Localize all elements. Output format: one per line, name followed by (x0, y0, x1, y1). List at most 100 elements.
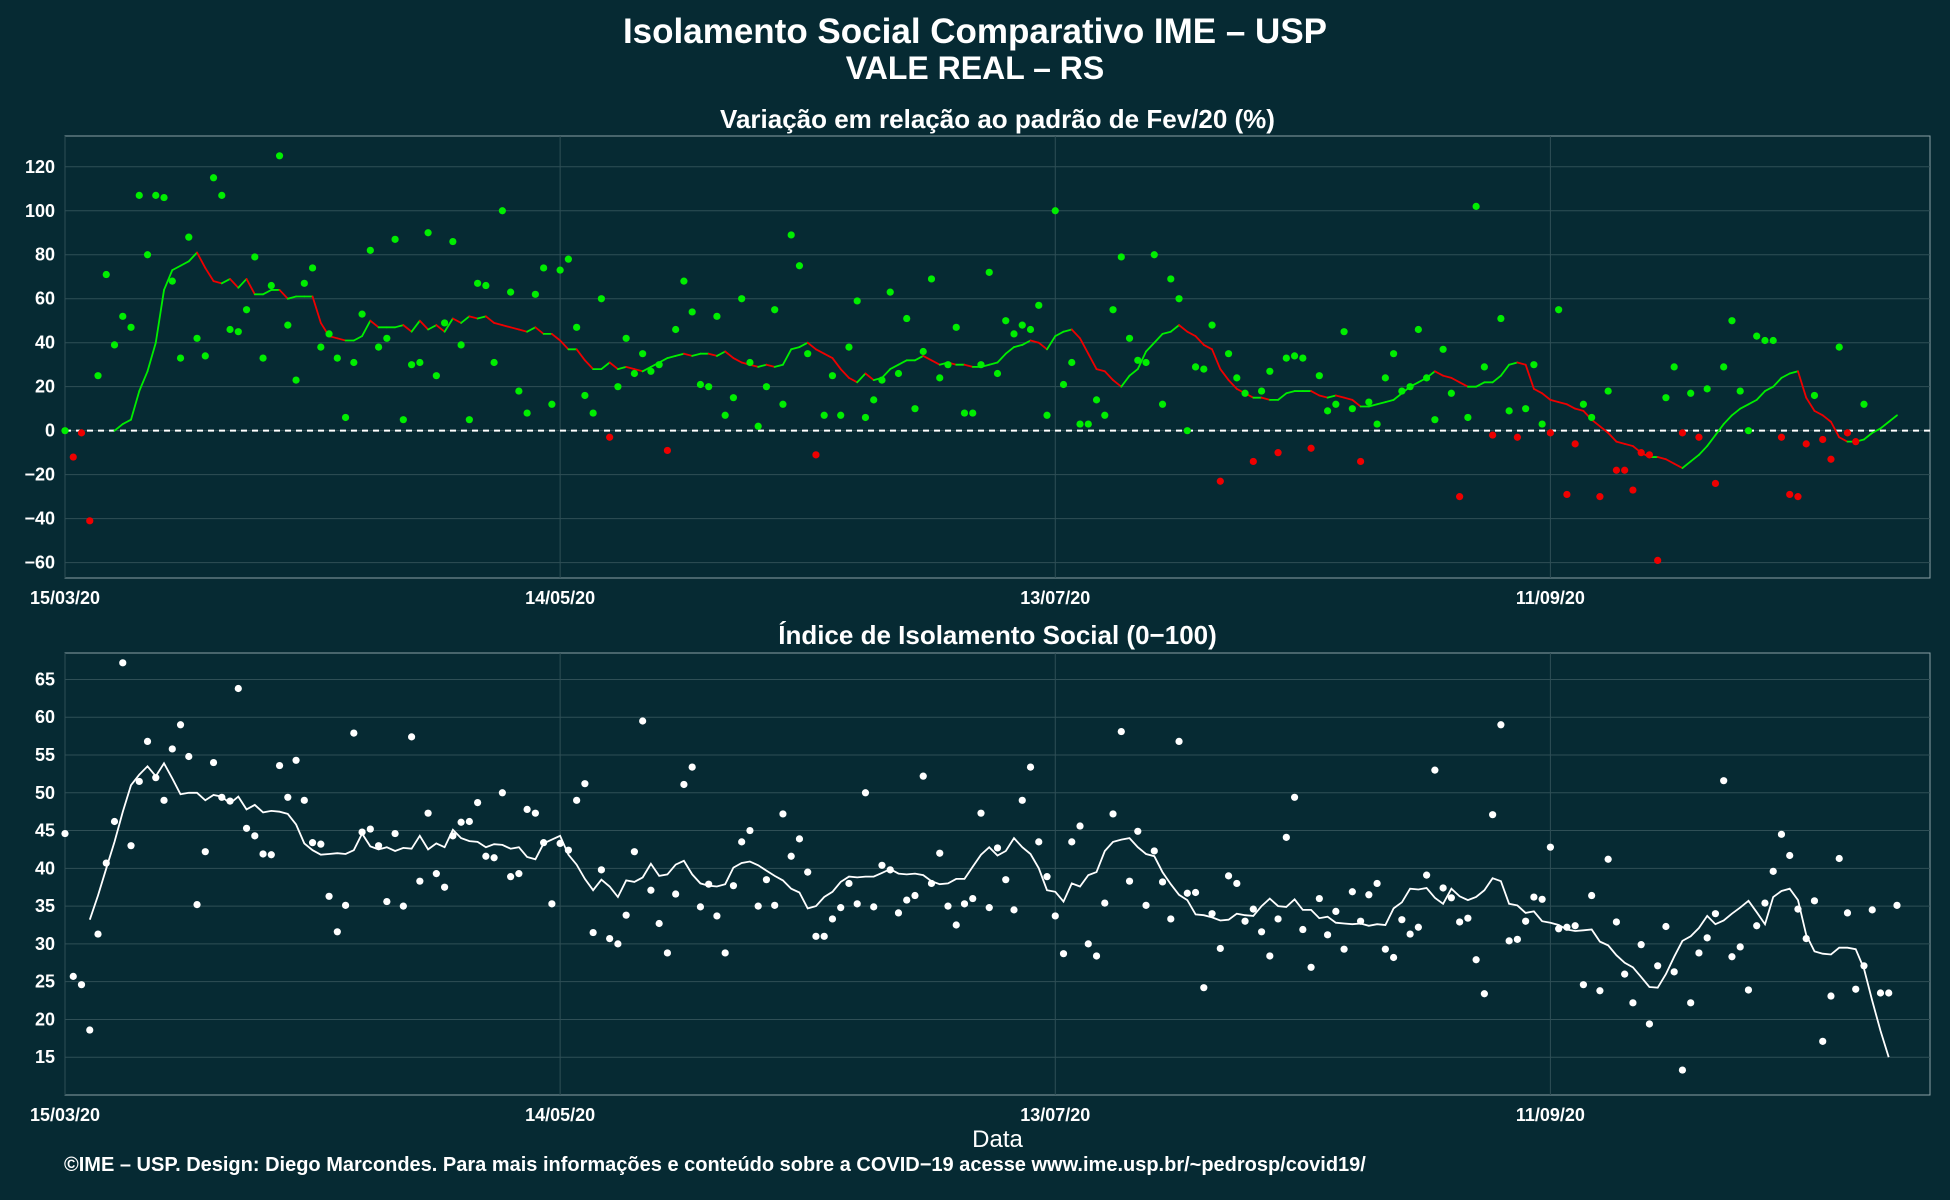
data-point (820, 932, 828, 940)
data-point (1777, 433, 1786, 441)
trend-line-segment (1706, 434, 1717, 447)
trend-line-segment (468, 315, 479, 320)
data-point (1002, 317, 1010, 325)
data-point (1010, 330, 1018, 338)
trend-line-segment (773, 363, 784, 368)
data-point (1876, 989, 1885, 997)
trend-line-segment (1277, 392, 1288, 401)
trend-line-segment (1656, 456, 1667, 461)
trend-line-segment (1211, 348, 1222, 370)
data-point (1257, 928, 1266, 936)
data-point (391, 829, 399, 838)
data-point (672, 325, 680, 334)
trend-line-segment (427, 324, 438, 331)
data-point (1290, 352, 1299, 360)
trend-line-segment (1698, 445, 1709, 456)
data-point (1810, 897, 1819, 905)
data-point (441, 883, 449, 891)
trend-line-segment (1112, 379, 1123, 388)
trend-line-segment (1764, 385, 1775, 392)
trend-line-segment (881, 368, 892, 379)
data-point (61, 829, 69, 838)
trend-line-segment (476, 315, 487, 320)
trend-line-segment (683, 352, 694, 357)
data-point (1852, 438, 1860, 446)
plot-panel (64, 135, 1931, 579)
data-point (135, 191, 143, 199)
data-point (952, 921, 960, 929)
data-point (1480, 363, 1488, 371)
data-point (812, 451, 820, 459)
trend-line-segment (1508, 361, 1519, 366)
data-point (94, 372, 102, 380)
data-point (350, 358, 358, 367)
x-tick-label: 15/03/20 (30, 1105, 100, 1125)
trend-line-segment (1343, 396, 1354, 401)
trend-line-segment (922, 355, 933, 362)
data-point (308, 839, 317, 847)
trend-line-segment (897, 359, 908, 366)
data-point (1381, 374, 1389, 382)
data-point (1076, 822, 1084, 830)
data-point (1662, 922, 1670, 931)
trend-line-segment (1566, 403, 1577, 410)
data-point (1142, 901, 1150, 909)
trend-line-segment (1821, 414, 1832, 423)
data-point (193, 334, 201, 342)
data-point (1035, 301, 1043, 309)
data-point (1191, 363, 1200, 371)
data-point (993, 369, 1002, 378)
data-point (1678, 1066, 1687, 1074)
data-point (1216, 944, 1224, 953)
data-point (201, 848, 209, 856)
data-point (919, 772, 927, 780)
data-point (1101, 411, 1109, 419)
trend-line-segment (1689, 453, 1700, 463)
data-point (1860, 962, 1868, 970)
data-point (1340, 945, 1348, 953)
data-point (828, 372, 837, 380)
data-point (432, 372, 440, 380)
trend-line-segment (815, 348, 826, 355)
data-point (820, 411, 828, 419)
data-point (1356, 917, 1365, 925)
data-point (317, 840, 325, 848)
data-point (1695, 949, 1703, 957)
data-point (1365, 398, 1373, 406)
data-point (498, 789, 506, 797)
trend-line-segment (1120, 374, 1131, 388)
data-point (234, 684, 242, 693)
data-point (1604, 855, 1612, 863)
data-point (1612, 918, 1621, 926)
data-point (474, 799, 482, 807)
trend-line-segment (1780, 372, 1791, 379)
trend-line-segment (146, 341, 157, 373)
data-point (614, 940, 622, 948)
data-point (1695, 433, 1703, 441)
data-point (960, 409, 969, 417)
data-point (1315, 894, 1323, 903)
trend-line-segment (1136, 350, 1147, 370)
data-point (1117, 253, 1125, 261)
trend-line-segment (336, 337, 347, 342)
trend-line-segment (1095, 368, 1106, 373)
data-point (1645, 451, 1654, 459)
data-point (1711, 910, 1720, 918)
data-point (1654, 962, 1662, 970)
data-point (1753, 332, 1761, 340)
data-point (209, 758, 218, 767)
x-tick-label: 14/05/20 (525, 588, 595, 608)
data-point (1249, 905, 1257, 913)
data-point (1513, 935, 1521, 943)
trend-line-segment (963, 363, 974, 368)
data-point (845, 879, 853, 888)
y-tick-label: 80 (35, 245, 55, 265)
data-point (1142, 358, 1150, 367)
data-point (531, 809, 539, 817)
trend-line-segment (138, 370, 149, 392)
trend-line-segment (1681, 460, 1692, 469)
data-point (127, 323, 135, 331)
data-point (837, 904, 845, 912)
data-point (919, 347, 927, 356)
data-point (746, 826, 754, 835)
